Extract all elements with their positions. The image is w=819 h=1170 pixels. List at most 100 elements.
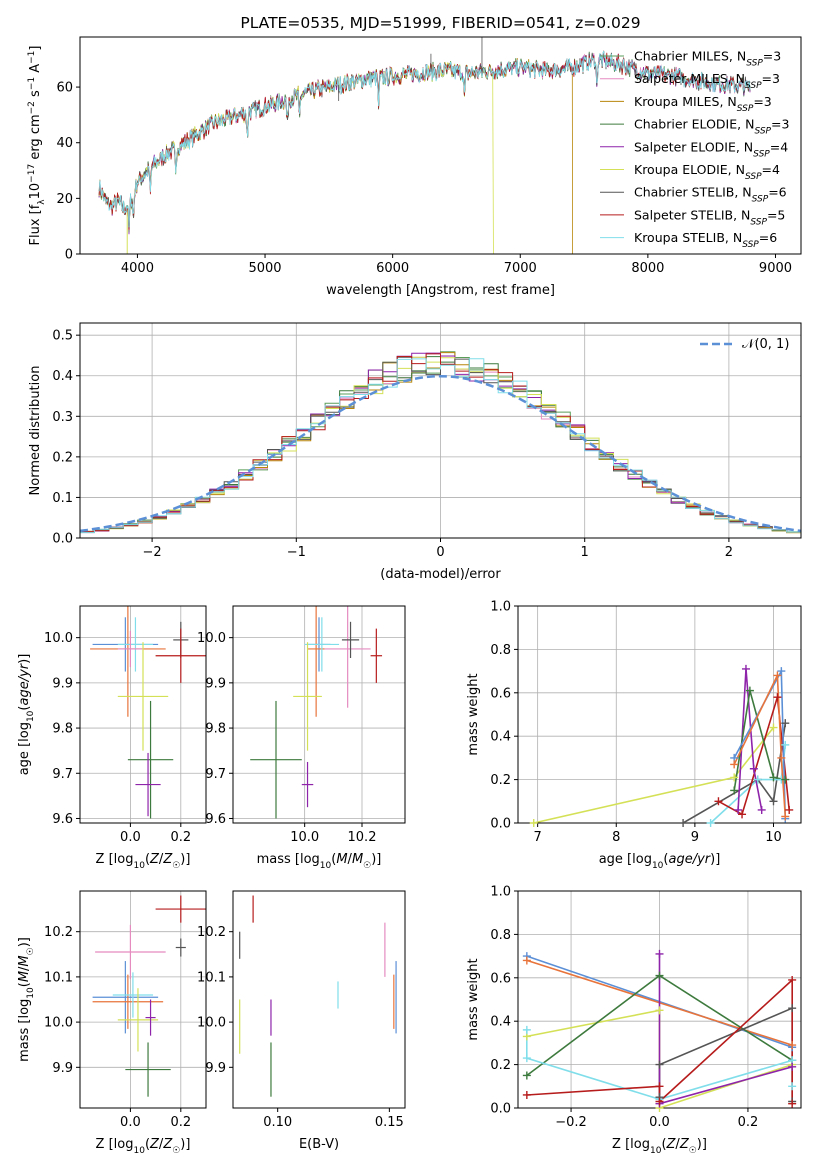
weight-marker bbox=[655, 1082, 664, 1091]
x-axis-label: E(B-V) bbox=[299, 1137, 339, 1152]
legend-entry: Salpeter STELIB, NSSP=5 bbox=[634, 207, 785, 227]
label-part: age/yr bbox=[668, 852, 711, 867]
y-tick-label: 0 bbox=[65, 248, 73, 263]
legend-text: Salpeter STELIB, N bbox=[634, 207, 750, 222]
weight-marker bbox=[522, 1025, 531, 1034]
y-tick-label: 0.2 bbox=[490, 773, 511, 788]
x-tick-label: 0.10 bbox=[263, 1115, 292, 1130]
weight-marker bbox=[655, 949, 664, 958]
legend-text: Salpeter ELODIE, N bbox=[634, 139, 753, 154]
y-tick-label: 0.5 bbox=[52, 329, 73, 344]
label-part: Z bbox=[149, 852, 160, 867]
legend-tail: =4 bbox=[762, 162, 780, 177]
legend-text: Chabrier STELIB, N bbox=[634, 185, 752, 200]
x-tick-label: 9 bbox=[691, 830, 699, 845]
weight-marker bbox=[773, 671, 782, 680]
weight-marker bbox=[529, 819, 538, 827]
weight-marker bbox=[788, 1082, 797, 1091]
legend-entry: Chabrier MILES, NSSP=3 bbox=[634, 49, 781, 69]
weight-marker bbox=[777, 667, 786, 676]
label-part: M bbox=[17, 955, 32, 966]
label-part: age/yr bbox=[17, 662, 32, 705]
legend-tail: =4 bbox=[770, 139, 788, 154]
plot-area bbox=[92, 895, 206, 1097]
label-part: 10 bbox=[650, 1146, 662, 1156]
plot-spectrum: 4000 5000 6000 7000 8000 9000 0 20 40 60 wavelengt… bbox=[27, 36, 802, 298]
weight-marker bbox=[749, 764, 758, 773]
y-tick-label: 20 bbox=[56, 192, 73, 207]
label-part: ☉ bbox=[689, 1146, 697, 1156]
label-part: 10 bbox=[133, 1146, 145, 1156]
label-part: ( bbox=[663, 852, 668, 867]
spectrum-line-5 bbox=[98, 61, 494, 254]
x-axis-label: Z [log10(Z/Z☉)] bbox=[96, 1137, 191, 1156]
label-part: 10 bbox=[133, 861, 145, 871]
weight-marker bbox=[788, 975, 797, 984]
x-tick-label: 0.2 bbox=[738, 1115, 759, 1130]
x-tick-label: 6000 bbox=[376, 261, 409, 276]
weight-marker bbox=[788, 1062, 797, 1071]
y-tick-label: 10.0 bbox=[197, 1016, 226, 1031]
legend-tail: =5 bbox=[767, 207, 785, 222]
label-part: )] bbox=[697, 1137, 707, 1152]
y-axis-label: mass weight bbox=[466, 958, 481, 1040]
legend-sub: SSP bbox=[745, 81, 762, 91]
x-axis-label: mass [log10(M/M☉)] bbox=[257, 852, 382, 871]
weight-marker bbox=[706, 819, 715, 827]
legend-entry: Kroupa MILES, NSSP=3 bbox=[634, 94, 772, 114]
axes-frame bbox=[232, 890, 406, 1109]
plot-area bbox=[250, 606, 383, 819]
chart-title: PLATE=0535, MJD=51999, FIBERID=0541, z=0… bbox=[240, 14, 640, 32]
label-part: A bbox=[28, 64, 43, 77]
axes-frame bbox=[79, 890, 207, 1109]
y-tick-label: 0.0 bbox=[490, 817, 511, 832]
y-tick-label: 9.6 bbox=[52, 812, 73, 827]
y-tick-label: 10.2 bbox=[197, 925, 226, 940]
x-tick-label: 1 bbox=[581, 545, 589, 560]
x-tick-label: 0.2 bbox=[170, 830, 191, 845]
y-axis-label: Flux [fλ10−17 erg cm−2 s−1 A−1] bbox=[27, 46, 47, 246]
weight-marker bbox=[730, 760, 739, 769]
weight-marker bbox=[769, 773, 778, 782]
label-part: ( bbox=[145, 852, 150, 867]
y-tick-label: 10.2 bbox=[44, 925, 73, 940]
label-part: mass [log bbox=[17, 999, 32, 1062]
weight-marker bbox=[777, 753, 786, 762]
y-tick-label: 0.8 bbox=[490, 928, 511, 943]
weight-line-7 bbox=[733, 675, 787, 817]
x-tick-label: 2 bbox=[725, 545, 733, 560]
y-axis-label: Normed distribution bbox=[28, 366, 43, 496]
legend-text: Chabrier MILES, N bbox=[634, 49, 746, 64]
legend-tail: =3 bbox=[762, 71, 780, 86]
label-part: Z bbox=[666, 1137, 677, 1152]
y-tick-label: 9.9 bbox=[205, 1061, 226, 1076]
weight-marker bbox=[655, 1097, 664, 1106]
label-part: )] bbox=[710, 852, 720, 867]
label-part: Flux [f bbox=[28, 204, 43, 245]
label-part: )] bbox=[180, 852, 190, 867]
x-tick-label: 0.2 bbox=[170, 1115, 191, 1130]
legend-entry: Salpeter ELODIE, NSSP=4 bbox=[634, 139, 788, 159]
label-part: ( bbox=[17, 706, 32, 711]
label-part: Z [log bbox=[96, 1137, 134, 1152]
y-tick-label: 10.1 bbox=[44, 970, 73, 985]
x-tick-label: 0.15 bbox=[375, 1115, 404, 1130]
legend-entry: Chabrier STELIB, NSSP=6 bbox=[634, 185, 787, 205]
y-tick-label: 9.6 bbox=[205, 812, 226, 827]
y-tick-label: 9.9 bbox=[205, 676, 226, 691]
legend-sub: SSP bbox=[745, 172, 762, 182]
y-tick-label: 1.0 bbox=[490, 885, 511, 900]
histogram-8 bbox=[80, 358, 801, 535]
weight-marker bbox=[655, 1006, 664, 1015]
axes-frame bbox=[232, 605, 406, 824]
label-part: / bbox=[159, 852, 164, 867]
weight-marker bbox=[769, 797, 778, 806]
y-tick-label: 0.3 bbox=[52, 410, 73, 425]
label-part: M bbox=[352, 852, 363, 867]
legend-tail: =3 bbox=[771, 117, 789, 132]
weight-line-5 bbox=[733, 690, 786, 791]
legend-entry: Salpeter MILES, NSSP=3 bbox=[634, 71, 780, 91]
